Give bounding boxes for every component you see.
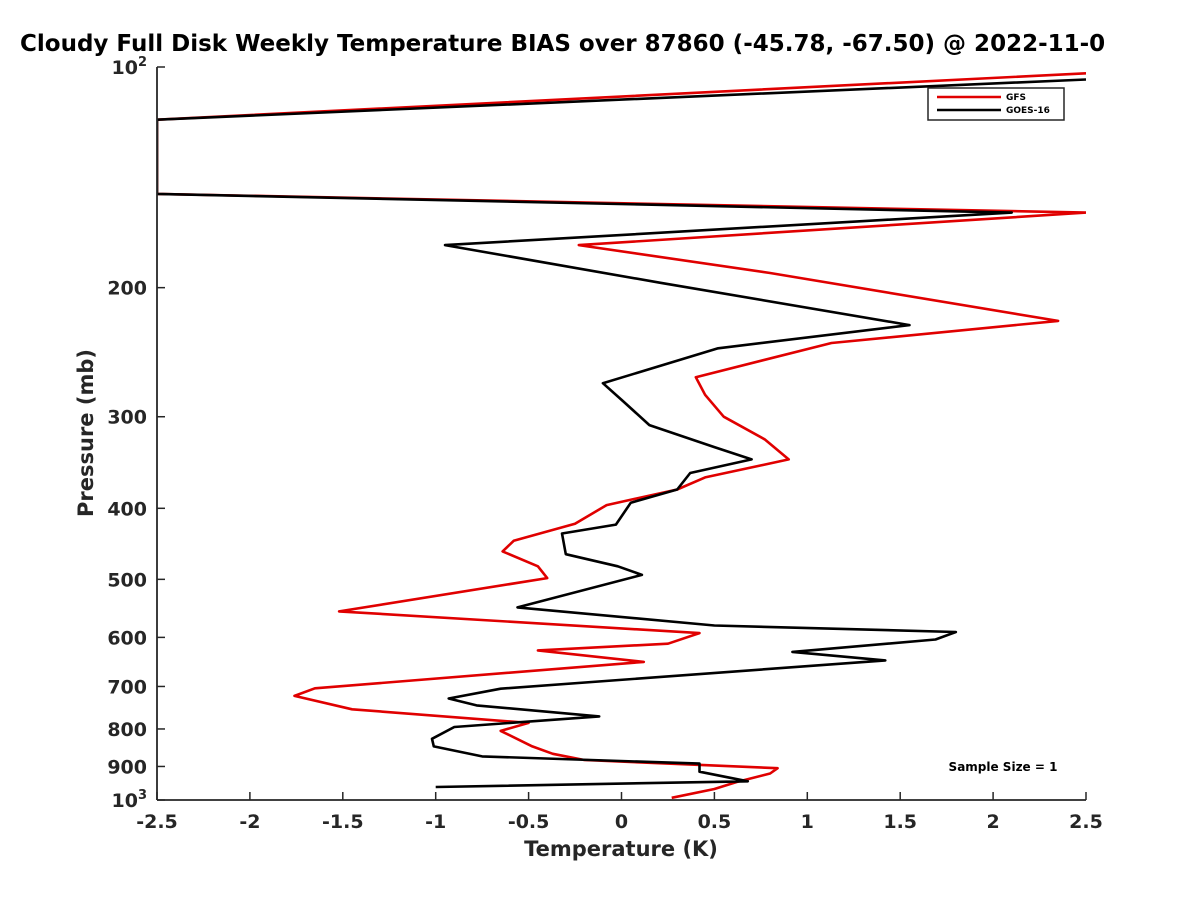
y-tick-label: 400	[107, 498, 147, 520]
axis-layer	[156, 67, 1086, 801]
legend-label-gfs: GFS	[1006, 93, 1026, 103]
legend-box	[927, 87, 1065, 121]
x-tick-label: 0	[615, 811, 628, 833]
y-tick-label: 800	[107, 719, 147, 741]
x-tick-label: 2.5	[1069, 811, 1103, 833]
legend-label-goes16: GOES-16	[1006, 106, 1050, 116]
sample-size-annotation: Sample Size = 1	[949, 760, 1058, 774]
x-ticks: -2.5 -2 -1.5 -1 -0.5 0 0.5 1 1.5 2 2.5	[136, 792, 1103, 833]
y-tick-label: 600	[107, 627, 147, 649]
y-tick-label: 103	[112, 788, 148, 812]
y-tick-label: 900	[107, 756, 147, 778]
series-line-gfs	[157, 72, 1086, 800]
x-tick-label: -1	[425, 811, 446, 833]
x-axis-label: Temperature (K)	[524, 837, 718, 861]
series-line-goes16	[157, 78, 1086, 789]
x-tick-label: -2.5	[136, 811, 178, 833]
y-axis-label: Pressure (mb)	[74, 349, 98, 517]
x-tick-label: 2	[986, 811, 999, 833]
x-tick-label: 0.5	[698, 811, 732, 833]
series-layer	[157, 72, 1086, 800]
y-tick-label: 500	[107, 569, 147, 591]
y-tick-label: 700	[107, 676, 147, 698]
x-tick-label: -1.5	[322, 811, 364, 833]
legend: GFS GOES-16	[927, 87, 1065, 121]
y-ticks: 102 200 300 400 500 600 700 800 900 103	[107, 55, 165, 812]
x-tick-label: 1	[801, 811, 814, 833]
x-tick-label: -2	[239, 811, 260, 833]
x-tick-label: -0.5	[508, 811, 550, 833]
chart-title: Cloudy Full Disk Weekly Temperature BIAS…	[20, 31, 1106, 57]
y-tick-label: 300	[107, 407, 147, 429]
y-tick-label: 200	[107, 278, 147, 300]
x-tick-label: 1.5	[883, 811, 917, 833]
y-tick-label: 102	[112, 55, 148, 79]
